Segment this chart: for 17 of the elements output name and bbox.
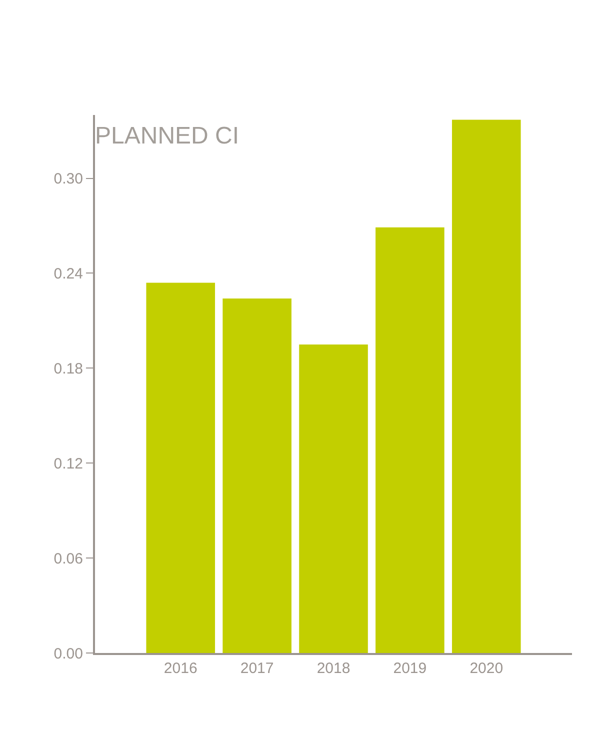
y-tick-label: 0.30 [54,170,83,188]
bar [376,227,444,653]
bar [146,282,216,653]
x-tick-label: 2018 [316,660,350,677]
y-tick-label: 0.18 [54,360,83,378]
x-tick-label: 2020 [470,660,504,677]
y-tick-label: 0.12 [54,455,83,472]
y-tick-label: 0.06 [54,550,83,568]
y-tick-label: 0.24 [54,265,83,282]
bar [222,298,292,653]
chart-title: PLANNED CI [95,122,240,150]
x-tick-label: 2017 [240,660,274,677]
bar [299,344,368,653]
x-tick-label: 2016 [164,660,198,677]
y-tick-label: 0.00 [54,645,83,662]
bar [452,120,521,653]
x-tick-label: 2019 [393,660,427,677]
